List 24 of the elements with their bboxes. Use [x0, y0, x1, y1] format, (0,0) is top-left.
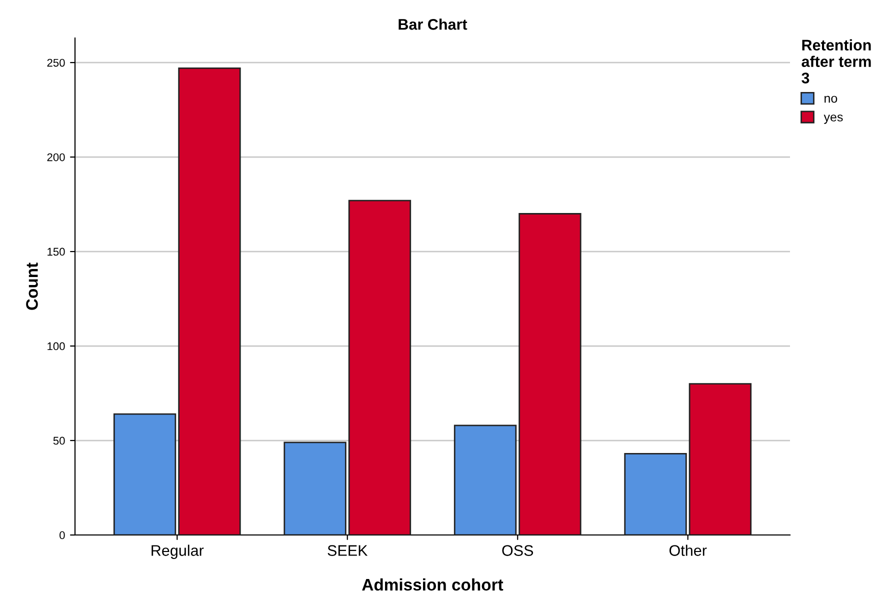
bar: [284, 442, 346, 535]
bar: [518, 213, 582, 535]
legend-label: yes: [824, 114, 843, 124]
bar: [624, 453, 687, 535]
chart-title: Bar Chart: [398, 18, 468, 30]
y-tick-label: 250: [47, 58, 65, 67]
y-tick-label: 150: [48, 248, 65, 256]
y-tick-label: 0: [60, 531, 65, 540]
legend-label: no: [824, 96, 838, 103]
x-tick-label: Regular: [152, 544, 204, 559]
legend-title: Retention after term 3: [802, 39, 871, 84]
bar: [113, 413, 176, 535]
bar: [178, 68, 241, 535]
bar: [688, 383, 752, 535]
y-tick-label: 50: [53, 436, 65, 445]
y-axis-title: Count: [26, 262, 38, 310]
bar: [348, 200, 412, 535]
x-axis-title: Admission cohort: [362, 578, 504, 591]
x-tick-label: OSS: [502, 545, 534, 556]
y-tick-label: 100: [48, 342, 65, 350]
bar: [454, 424, 517, 535]
x-tick-label: Other: [669, 544, 707, 556]
x-tick-label: SEEK: [328, 545, 368, 556]
y-tick-label: 200: [47, 153, 65, 162]
